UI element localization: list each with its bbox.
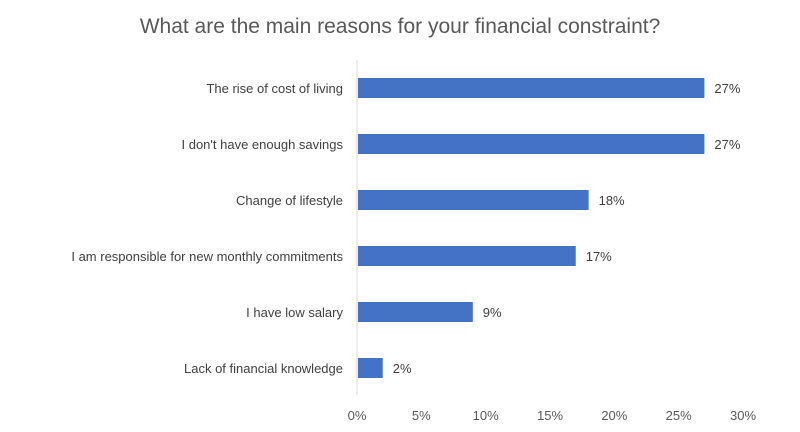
bar — [358, 302, 473, 322]
data-label: 27% — [714, 137, 740, 152]
data-label: 9% — [483, 305, 502, 320]
x-tick-label: 20% — [601, 408, 627, 423]
category-label: Change of lifestyle — [236, 193, 343, 208]
chart-title: What are the main reasons for your finan… — [140, 15, 661, 38]
bar — [358, 190, 589, 210]
x-tick-label: 25% — [666, 408, 692, 423]
category-label: I don't have enough savings — [182, 137, 344, 152]
x-tick-label: 0% — [348, 408, 367, 423]
data-label: 18% — [599, 193, 625, 208]
category-label: I am responsible for new monthly commitm… — [71, 249, 343, 264]
x-tick-label: 30% — [730, 408, 756, 423]
bar — [358, 358, 383, 378]
x-tick-label: 5% — [412, 408, 431, 423]
category-label: I have low salary — [246, 305, 343, 320]
data-label: 17% — [586, 249, 612, 264]
x-tick-label: 15% — [537, 408, 563, 423]
bar — [358, 134, 705, 154]
x-tick-label: 10% — [473, 408, 499, 423]
data-label: 27% — [714, 81, 740, 96]
category-label: The rise of cost of living — [206, 81, 343, 96]
bar — [358, 78, 705, 98]
bar — [358, 246, 576, 266]
data-label: 2% — [393, 361, 412, 376]
category-label: Lack of financial knowledge — [184, 361, 343, 376]
